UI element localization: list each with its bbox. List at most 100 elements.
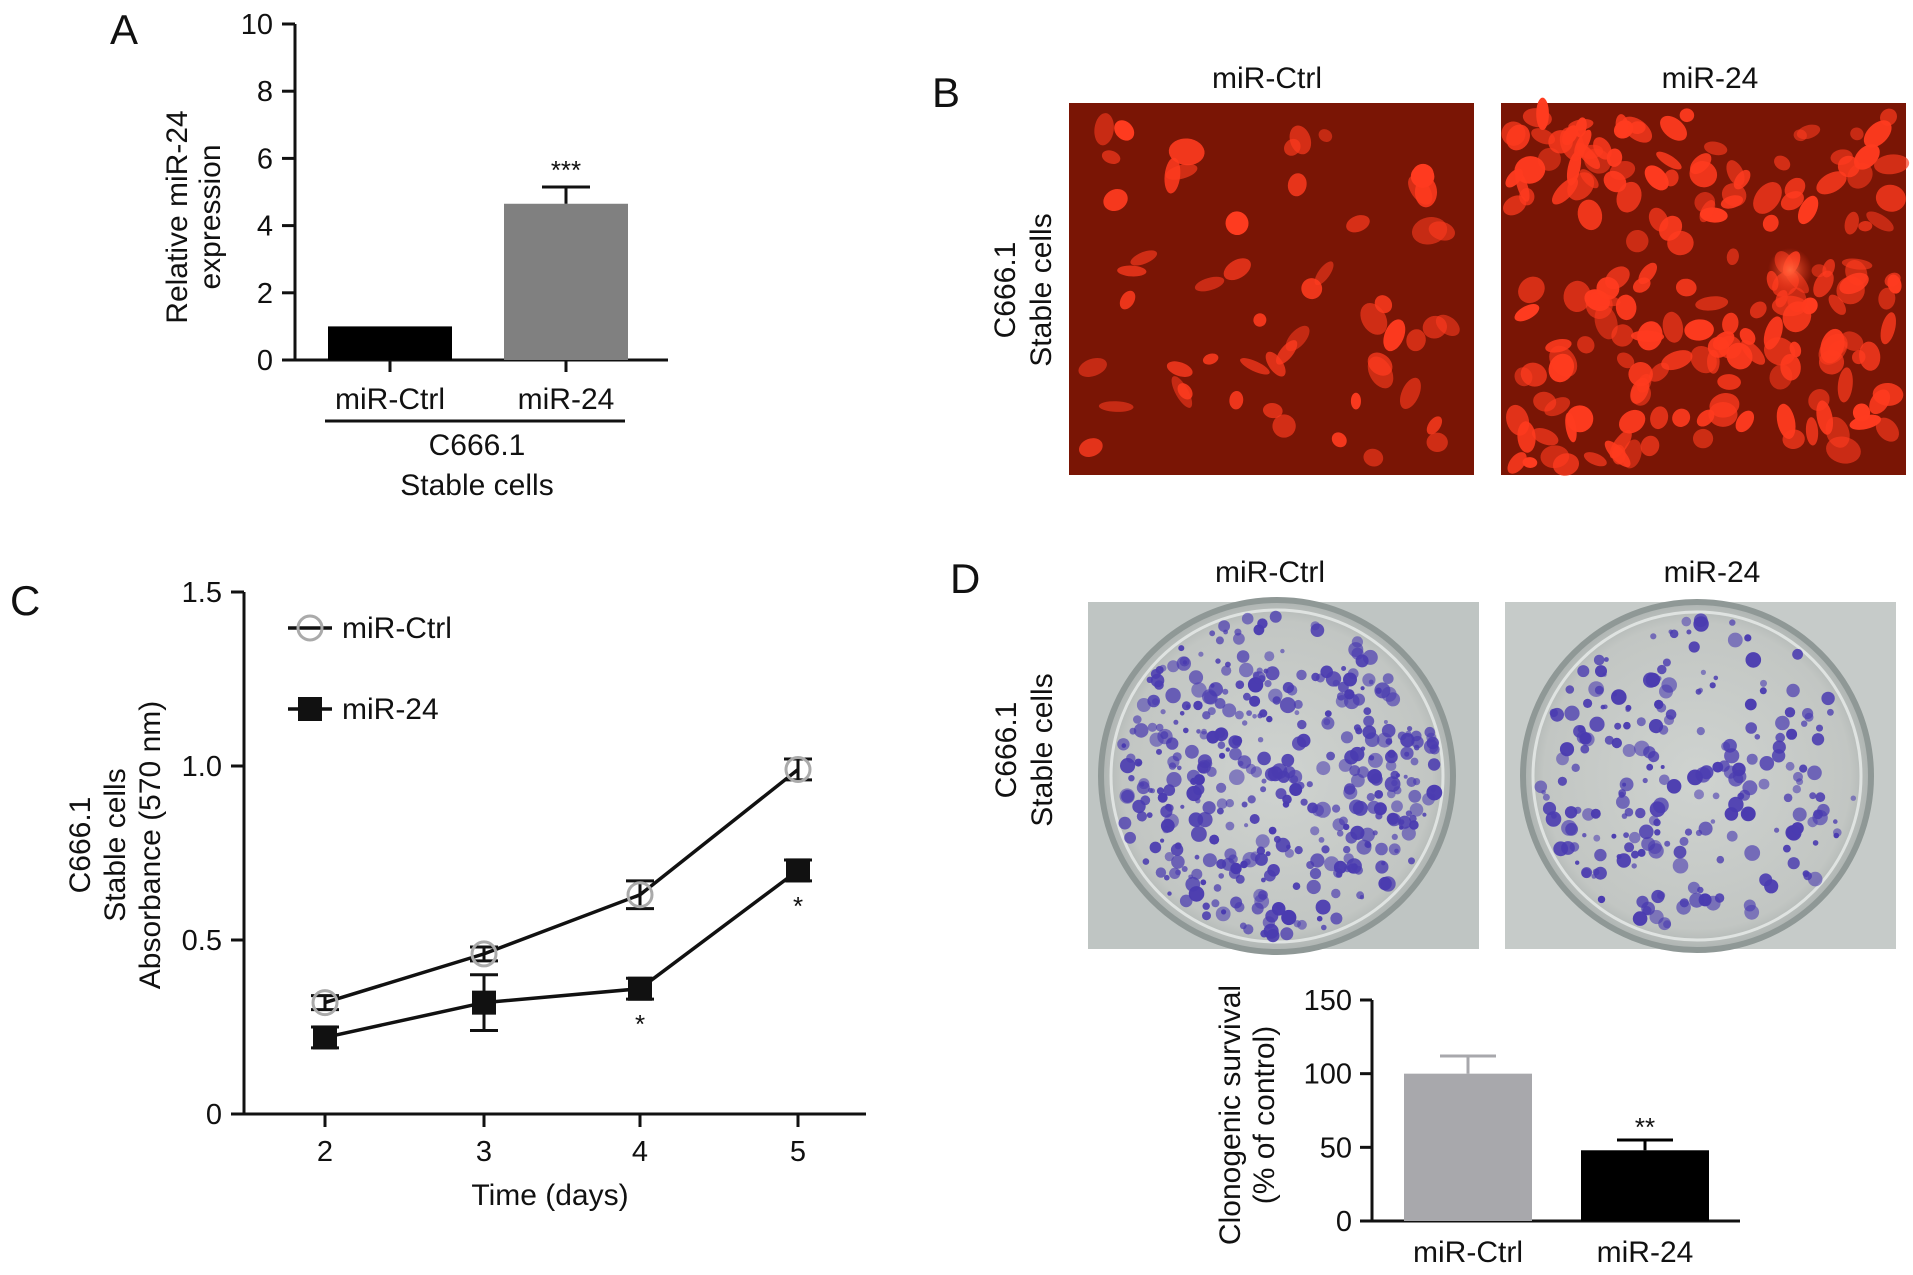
colony [1230, 896, 1243, 909]
panel-a-ytick-label: 10 [241, 9, 273, 41]
fluorescent-cell [1609, 430, 1632, 459]
panel-b-title-ctrl: miR-Ctrl [1212, 62, 1322, 95]
colony [1802, 708, 1814, 720]
panel-c-legend-label: miR-24 [342, 693, 439, 726]
colony [1406, 777, 1417, 787]
colony [1367, 769, 1382, 784]
colony [1409, 803, 1424, 817]
panel-c-series-line [324, 768, 800, 1005]
colony [1181, 866, 1188, 872]
panel-d-chart-categories: miR-Ctrl miR-24 [1413, 1236, 1693, 1269]
fluorescent-cell [1850, 127, 1864, 141]
fluorescent-cell [1514, 156, 1546, 184]
colony [1733, 769, 1747, 784]
fluorescent-cell [1507, 452, 1527, 474]
colony [1202, 902, 1210, 910]
colony [1367, 752, 1383, 768]
fluorescent-cell [1859, 341, 1881, 371]
fluorescent-cell [1399, 377, 1421, 410]
colony [1326, 751, 1335, 761]
fluorescent-cell [1576, 142, 1601, 170]
colony [1249, 814, 1260, 824]
colony [1257, 618, 1268, 629]
fluorescent-cell [1331, 432, 1347, 448]
colony [1629, 831, 1641, 844]
fluorescent-cell [1630, 330, 1665, 342]
colony [1792, 785, 1802, 794]
colony [1821, 691, 1835, 706]
fluorescent-cell [1531, 428, 1559, 446]
panel-c-ylabel-line3: Absorbance (570 nm) [134, 701, 167, 990]
colony [1807, 816, 1818, 828]
colony [1351, 636, 1363, 648]
fluorescent-cell [1363, 448, 1384, 467]
fluorescent-cell [1695, 296, 1729, 311]
colony [1172, 752, 1182, 762]
colony [1641, 836, 1656, 851]
fluorescent-cell [1225, 211, 1249, 236]
panel-d-chart-bar [1404, 1073, 1532, 1221]
colony [1580, 732, 1595, 747]
colony [1793, 771, 1803, 782]
colony [1387, 813, 1401, 827]
fluorescent-cell [1828, 294, 1846, 315]
colony [1164, 874, 1170, 881]
fluorescent-cell [1410, 165, 1435, 188]
colony [1383, 720, 1388, 724]
panel-a-ylabel-line1: Relative miR-24 [161, 110, 194, 323]
colony [1699, 765, 1714, 780]
panel-a-group-line2: Stable cells [400, 469, 553, 502]
colony [1221, 665, 1232, 676]
colony [1387, 749, 1396, 758]
fluorescent-cell [1661, 350, 1693, 371]
colony [1344, 783, 1356, 795]
colony [1672, 857, 1689, 874]
fluorescent-cell [1177, 383, 1193, 400]
colony [1239, 662, 1254, 678]
panel-c-point-ctrl [626, 881, 654, 909]
fluorescent-cell [1626, 229, 1649, 253]
colony [1294, 846, 1303, 855]
colony [1649, 801, 1666, 817]
colony [1687, 881, 1700, 894]
colony [1241, 612, 1254, 625]
fluorescent-cell [1640, 435, 1660, 457]
colony [1155, 723, 1164, 732]
colony [1214, 698, 1226, 709]
colony [1695, 829, 1703, 837]
panel-c-xtick-label: 5 [790, 1136, 806, 1168]
colony [1243, 858, 1251, 866]
colony [1201, 728, 1207, 735]
dish-rim-ctrl [1109, 608, 1445, 944]
colony [1217, 807, 1224, 815]
panel-d-ylabel-line2: Stable cells [1026, 673, 1059, 826]
colony [1557, 776, 1567, 786]
colony [1724, 748, 1740, 764]
colony [1709, 682, 1716, 689]
colony [1215, 658, 1221, 664]
colony [1646, 763, 1654, 771]
colony [1744, 845, 1761, 861]
colony [1133, 715, 1142, 724]
panel-d-chart-ylabel-line2: (% of control) [1248, 1026, 1281, 1204]
colony [1136, 811, 1147, 822]
colony [1698, 821, 1713, 836]
colony [1202, 853, 1217, 868]
panel-a: A Relative miR-24 expression 0 2 4 6 8 10 ***… [110, 6, 668, 502]
colony [1224, 848, 1237, 861]
colony [1408, 857, 1415, 865]
panel-c-legend-label: miR-Ctrl [342, 612, 452, 645]
colony [1668, 629, 1673, 634]
colony [1589, 716, 1605, 732]
panel-d-chart-ytick-label: 100 [1304, 1059, 1352, 1091]
colony [1180, 804, 1185, 809]
colony [1185, 744, 1199, 759]
colony [1215, 636, 1224, 645]
panel-d-chart-ytick-label: 150 [1304, 985, 1352, 1017]
colony [1264, 680, 1272, 688]
colony [1594, 848, 1607, 862]
colony [1564, 705, 1580, 721]
colony [1726, 830, 1738, 842]
colony [1349, 765, 1361, 776]
colony [1243, 924, 1254, 935]
